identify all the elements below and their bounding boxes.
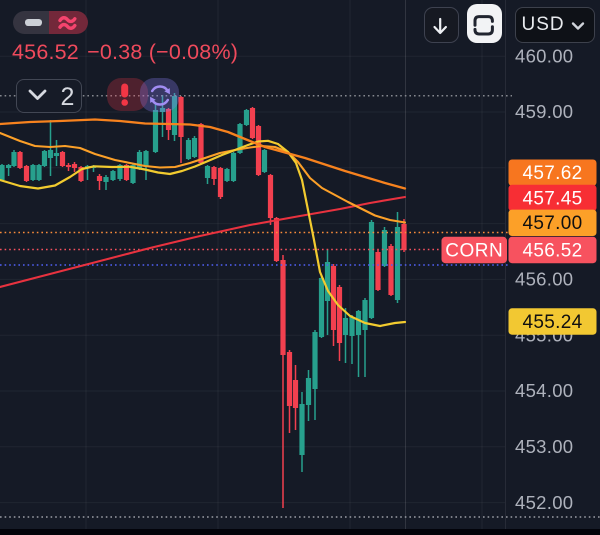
svg-text:452.00: 452.00 — [515, 492, 573, 513]
svg-text:CORN: CORN — [445, 240, 503, 261]
svg-text:457.62: 457.62 — [523, 163, 583, 184]
svg-text:456.52: 456.52 — [523, 240, 583, 261]
svg-text:453.00: 453.00 — [515, 436, 573, 457]
svg-text:460.00: 460.00 — [515, 45, 573, 66]
svg-text:457.45: 457.45 — [523, 188, 583, 209]
svg-text:456.00: 456.00 — [515, 269, 573, 290]
svg-text:454.00: 454.00 — [515, 380, 573, 401]
svg-text:455.24: 455.24 — [523, 312, 583, 333]
svg-text:459.00: 459.00 — [515, 101, 573, 122]
svg-text:457.00: 457.00 — [523, 213, 583, 234]
